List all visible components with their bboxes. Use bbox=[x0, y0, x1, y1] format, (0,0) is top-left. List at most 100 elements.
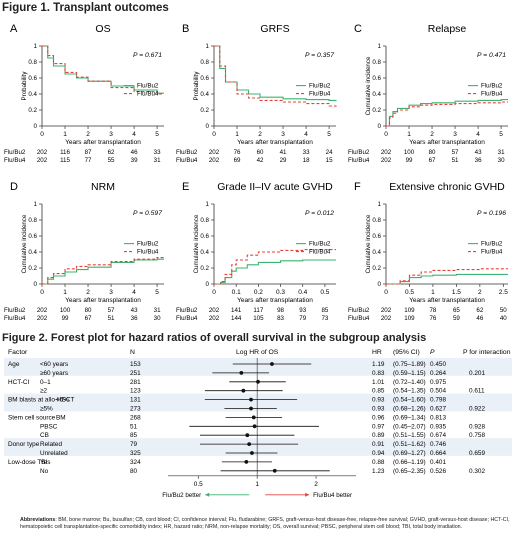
risk-value: 76 bbox=[429, 315, 436, 322]
risk-value: 65 bbox=[453, 307, 460, 314]
risk-value: 80 bbox=[429, 149, 436, 156]
forest-x-tick-label: 0.5 bbox=[194, 481, 203, 488]
x-tick-label: 0.4 bbox=[298, 289, 307, 296]
risk-value: 62 bbox=[108, 149, 115, 156]
panel-D-title: NRM bbox=[91, 181, 115, 193]
forest-p-value: 0.935 bbox=[430, 423, 446, 430]
forest-group-label: BM blasts at allo-HSCT bbox=[8, 397, 75, 404]
forest-hr-value: 0.97 bbox=[372, 423, 385, 430]
forest-header-hr: HR bbox=[372, 349, 382, 356]
risk-value: 18 bbox=[303, 157, 310, 164]
panel-B-series-bu4 bbox=[214, 45, 337, 107]
legend-label: Flu/Bu2 bbox=[309, 83, 331, 90]
forest-ci-value: (0.72–1.40) bbox=[393, 379, 426, 386]
risk-row-label: Flu/Bu2 bbox=[4, 307, 26, 314]
forest-pint-value: 0.659 bbox=[469, 450, 485, 457]
y-tick-label: 0.4 bbox=[372, 91, 381, 98]
forest-pint-value: 0.302 bbox=[469, 468, 485, 475]
y-tick-label: 0.8 bbox=[28, 59, 37, 66]
risk-value: 141 bbox=[231, 307, 242, 314]
x-tick-label: 5 bbox=[499, 131, 503, 138]
favor-right-label: Flu/Bu4 better bbox=[313, 492, 352, 499]
forest-hr-value: 1.19 bbox=[372, 361, 385, 368]
risk-value: 59 bbox=[453, 315, 460, 322]
panel-A: A OS 0 0.2 0.4 0.6 0.8 1 0 1 2 3 4 5 Years after trans… bbox=[4, 23, 164, 164]
x-tick-label: 4 bbox=[304, 131, 308, 138]
forest-p-value: 0.627 bbox=[430, 406, 446, 413]
panel-D: D NRM 0 0.2 0.4 0.6 0.8 1 0 1 2 3 4 5 Years after tran… bbox=[4, 181, 164, 322]
panel-F-xlabel: Years after transplantation bbox=[409, 297, 485, 304]
forest-n-value: 80 bbox=[130, 468, 138, 475]
forest-ci-value: (0.59–1.15) bbox=[393, 370, 426, 377]
forest-n-value: 251 bbox=[130, 370, 141, 377]
forest-hr-value: 0.96 bbox=[372, 414, 385, 421]
forest-subgroup-label: No bbox=[40, 468, 49, 475]
risk-value: 43 bbox=[131, 307, 138, 314]
risk-value: 31 bbox=[154, 307, 161, 314]
panel-F-pvalue: P = 0.196 bbox=[477, 210, 506, 217]
abbreviations-label: Abbreviations bbox=[20, 517, 56, 523]
risk-value: 99 bbox=[62, 315, 69, 322]
forest-ci-value: (0.69–1.27) bbox=[393, 450, 426, 457]
x-tick-label: 2 bbox=[430, 131, 434, 138]
panel-A-ylabel: Probability bbox=[21, 71, 28, 101]
risk-value: 202 bbox=[37, 149, 48, 156]
risk-value: 30 bbox=[154, 315, 161, 322]
panel-E-pvalue: P = 0.012 bbox=[305, 210, 334, 217]
panel-A-series-bu2 bbox=[42, 45, 164, 94]
panel-E: E Grade II–IV acute GVHD 0 0.2 0.4 0.6 0.8 1 0 0.… bbox=[176, 181, 336, 322]
forest-subgroup-label: Unrelated bbox=[40, 450, 68, 457]
risk-value: 33 bbox=[154, 149, 161, 156]
x-tick-label: 1.5 bbox=[452, 289, 461, 296]
y-tick-label: 1 bbox=[34, 201, 38, 208]
panel-B-title: GRFS bbox=[260, 23, 289, 35]
risk-row-label: Flu/Bu4 bbox=[176, 315, 198, 322]
forest-n-value: 123 bbox=[130, 388, 141, 395]
panel-C-letter: C bbox=[354, 23, 362, 35]
risk-value: 98 bbox=[277, 307, 284, 314]
y-tick-label: 0.4 bbox=[200, 249, 209, 256]
risk-value: 73 bbox=[321, 315, 328, 322]
panel-C-series-bu4 bbox=[386, 101, 508, 127]
forest-point bbox=[244, 460, 249, 464]
legend-label: Flu/Bu4 bbox=[309, 249, 331, 256]
x-tick-label: 3 bbox=[109, 131, 113, 138]
risk-value: 41 bbox=[280, 149, 287, 156]
y-tick-label: 0.6 bbox=[372, 233, 381, 240]
risk-value: 57 bbox=[108, 307, 115, 314]
x-tick-label: 0 bbox=[212, 131, 216, 138]
risk-value: 55 bbox=[108, 157, 115, 164]
panel-C-title: Relapse bbox=[428, 23, 467, 35]
forest-x-tick-label: 2 bbox=[314, 481, 318, 488]
risk-row-label: Flu/Bu2 bbox=[348, 307, 370, 314]
y-tick-label: 1 bbox=[206, 43, 210, 50]
risk-value: 87 bbox=[85, 149, 92, 156]
forest-hr-value: 0.93 bbox=[372, 397, 385, 404]
panel-E-title: Grade II–IV acute GVHD bbox=[217, 181, 333, 193]
y-tick-label: 0.2 bbox=[372, 265, 381, 272]
risk-value: 99 bbox=[406, 157, 413, 164]
risk-row-label: Flu/Bu2 bbox=[4, 149, 26, 156]
forest-subgroup-label: PBSC bbox=[40, 423, 58, 430]
risk-value: 202 bbox=[209, 307, 220, 314]
y-tick-label: 0.8 bbox=[200, 59, 209, 66]
panel-D-pvalue: P = 0.597 bbox=[133, 210, 162, 217]
figure1-title: Figure 1. Transplant outcomes bbox=[2, 2, 169, 14]
forest-point bbox=[247, 442, 252, 446]
y-tick-label: 0 bbox=[206, 123, 210, 130]
forest-ci-value: (0.75–1.89) bbox=[393, 361, 426, 368]
forest-group-label: Donor type bbox=[8, 441, 40, 448]
risk-value: 77 bbox=[85, 157, 92, 164]
forest-group-label: Stem cell source bbox=[8, 414, 56, 421]
risk-value: 30 bbox=[498, 157, 505, 164]
panel-F-series-bu2 bbox=[386, 273, 508, 285]
risk-value: 50 bbox=[500, 307, 507, 314]
x-tick-label: 5 bbox=[155, 131, 159, 138]
forest-n-value: 85 bbox=[130, 432, 138, 439]
risk-value: 80 bbox=[85, 307, 92, 314]
x-tick-label: 0.1 bbox=[232, 289, 241, 296]
y-tick-label: 0.6 bbox=[28, 233, 37, 240]
forest-hr-value: 0.83 bbox=[372, 370, 385, 377]
forest-p-value: 0.975 bbox=[430, 379, 446, 386]
legend-label: Flu/Bu2 bbox=[481, 83, 503, 90]
